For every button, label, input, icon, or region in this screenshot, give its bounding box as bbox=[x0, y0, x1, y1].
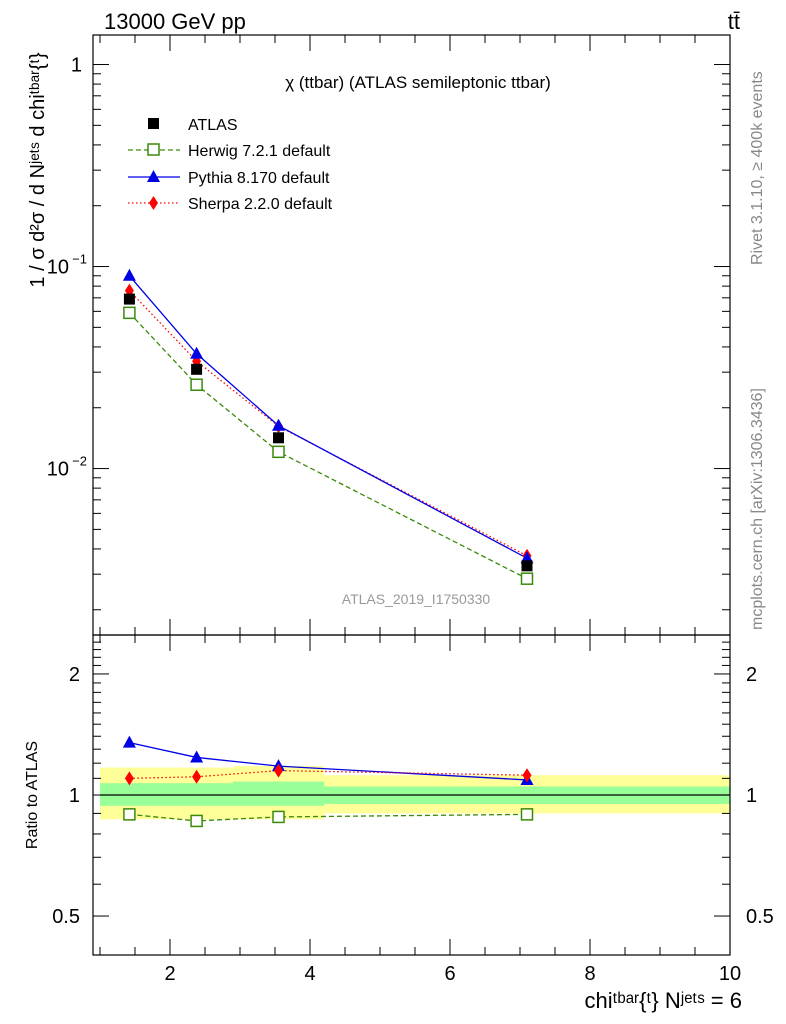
ratio-point-herwig bbox=[272, 810, 285, 824]
ratio-line-herwig bbox=[129, 813, 528, 822]
main-series bbox=[122, 268, 534, 585]
ratio-y-tick-label-right: 0.5 bbox=[746, 906, 774, 928]
main-title: χ (ttbar) (ATLAS semileptonic ttbar) bbox=[285, 73, 551, 92]
ratio-line-sherpa bbox=[129, 769, 528, 780]
x-axis-label: chiᵗᵇᵃʳ{ᵗ} Nʲᵉᵗˢ = 6 bbox=[584, 988, 742, 1013]
ratio-y-tick-label-right: 1 bbox=[746, 785, 757, 807]
legend-herwig-label: Herwig 7.2.1 default bbox=[188, 143, 331, 160]
ratio-series bbox=[122, 735, 534, 828]
data-point-herwig bbox=[272, 445, 285, 459]
ratio-point-sherpa bbox=[274, 763, 283, 778]
ratio-y-tick-label-right: 2 bbox=[746, 664, 757, 686]
x-tick-label: 10 bbox=[719, 963, 741, 985]
ratio-point-sherpa bbox=[522, 768, 532, 783]
ratio-point-herwig bbox=[520, 808, 534, 821]
ratio-point-sherpa bbox=[192, 769, 202, 784]
ratio-point-herwig bbox=[123, 808, 136, 821]
ratio-ticks: 2 4 6 8 10 0.5 0.5 1 1 2 2 bbox=[52, 634, 774, 985]
main-panel: χ (ttbar) (ATLAS semileptonic ttbar) ATL… bbox=[27, 34, 731, 636]
ratio-y-tick-label-left: 2 bbox=[69, 664, 80, 686]
legend-sherpa-label: Sherpa 2.2.0 default bbox=[188, 196, 333, 213]
uncertainty-band-inner bbox=[233, 781, 324, 806]
data-point-atlas bbox=[123, 293, 135, 305]
rivet-label: Rivet 3.1.10, ≥ 400k events bbox=[749, 71, 766, 265]
data-point-herwig bbox=[190, 378, 203, 391]
legend-atlas-label: ATLAS bbox=[188, 117, 238, 134]
x-tick-label: 2 bbox=[164, 963, 175, 985]
ratio-bands bbox=[100, 766, 730, 820]
data-point-pythia bbox=[122, 268, 136, 281]
data-point-atlas bbox=[273, 432, 284, 444]
series-line-pythia bbox=[128, 275, 528, 559]
mcplots-label: mcplots.cern.ch [arXiv:1306.3436] bbox=[749, 388, 766, 630]
data-point-pythia bbox=[272, 418, 285, 431]
legend: ATLAS Herwig 7.2.1 default Pythia 8.170 … bbox=[128, 117, 333, 213]
y-tick-label: 10 bbox=[47, 459, 69, 481]
legend-pythia-label: Pythia 8.170 default bbox=[188, 170, 330, 187]
ratio-point-pythia bbox=[122, 735, 136, 748]
ratio-y-tick-label-left: 0.5 bbox=[52, 906, 80, 928]
data-point-herwig bbox=[123, 306, 136, 320]
data-point-pythia bbox=[520, 551, 534, 564]
y-tick-label: 10 bbox=[47, 257, 69, 279]
legend-atlas-marker bbox=[148, 118, 159, 129]
data-point-herwig bbox=[520, 572, 534, 585]
main-ylabel: 1 / σ d²σ / d Nʲᵉᵗˢ d chiᵗᵇᵃʳ{ᵗ} bbox=[27, 52, 49, 287]
ratio-point-sherpa bbox=[124, 771, 134, 786]
ratio-point-herwig bbox=[190, 814, 203, 828]
process-label: tt̄ bbox=[728, 9, 740, 34]
ratio-point-pythia bbox=[190, 750, 204, 763]
ratio-frame bbox=[92, 634, 731, 956]
series-line-herwig bbox=[128, 312, 528, 580]
ratio-panel: 2 4 6 8 10 0.5 0.5 1 1 2 2 Ratio to ATLAS chiᵗᵇᵃʳ{… bbox=[24, 634, 774, 1013]
ratio-y-tick-label-left: 1 bbox=[69, 785, 80, 807]
y-tick-label: 1 bbox=[71, 55, 82, 77]
analysis-watermark: ATLAS_2019_I1750330 bbox=[342, 591, 491, 607]
y-tick-label-exponent: −2 bbox=[72, 454, 87, 469]
series-line-sherpa bbox=[128, 290, 528, 557]
legend-pythia-marker bbox=[147, 170, 160, 182]
x-tick-label: 6 bbox=[444, 963, 455, 985]
energy-label: 13000 GeV pp bbox=[104, 9, 246, 34]
main-ticks: 10 −210 −11 bbox=[47, 35, 731, 635]
x-tick-label: 8 bbox=[584, 963, 595, 985]
legend-sherpa-marker bbox=[149, 196, 158, 210]
data-point-atlas bbox=[191, 363, 203, 375]
legend-herwig-marker bbox=[147, 143, 160, 156]
y-tick-label-exponent: −1 bbox=[72, 252, 87, 267]
ratio-ylabel: Ratio to ATLAS bbox=[24, 741, 41, 849]
data-point-pythia bbox=[190, 346, 204, 359]
ratio-line-pythia bbox=[129, 741, 528, 781]
data-point-atlas bbox=[521, 560, 533, 572]
x-tick-label: 4 bbox=[304, 963, 315, 985]
